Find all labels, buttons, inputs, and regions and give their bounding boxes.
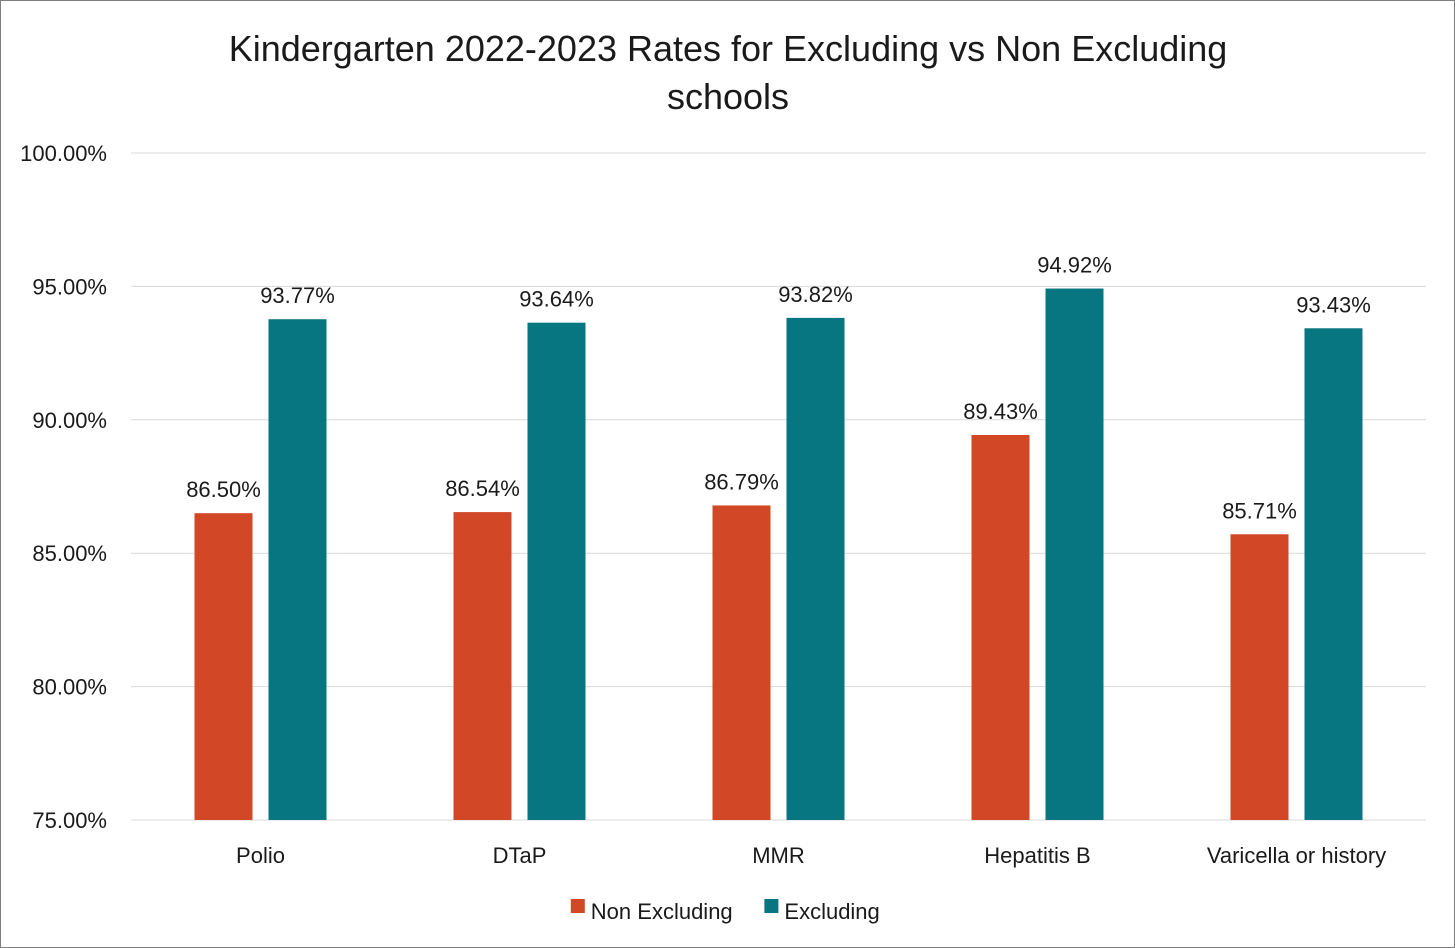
x-category-label: DTaP [493,843,547,868]
bar-non-excluding [712,505,771,820]
data-label-excluding: 93.43% [1296,292,1371,317]
x-axis-category-labels: Polio DTaP MMR Hepatitis B Varicella or hist… [236,843,1386,868]
data-label-non-excluding: 86.54% [445,476,520,501]
y-tick-label: 95.00% [32,274,107,299]
bar-excluding [786,317,845,820]
chart-title-line-2: schools [667,76,789,117]
bar-non-excluding [453,512,512,820]
data-label-excluding: 93.82% [778,282,853,307]
bars [194,288,1363,820]
chart-title: Kindergarten 2022-2023 Rates for Excludi… [229,28,1228,117]
y-tick-label: 90.00% [32,408,107,433]
data-label-excluding: 94.92% [1037,253,1112,278]
x-category-label: Hepatitis B [984,843,1090,868]
data-labels: 86.50% 93.77% 86.54% 93.64% 86.79% 93.82% 89.4… [186,253,1371,524]
bar-excluding [527,322,586,820]
legend-label-non-excluding: Non Excluding [591,899,733,924]
gridlines [131,152,1426,821]
x-category-label: Polio [236,843,285,868]
data-label-non-excluding: 85.71% [1222,498,1297,523]
bar-non-excluding [1230,534,1289,820]
x-category-label: MMR [752,843,805,868]
chart-title-line-1: Kindergarten 2022-2023 Rates for Excludi… [229,28,1228,69]
data-label-non-excluding: 86.50% [186,477,261,502]
y-tick-label: 80.00% [32,675,107,700]
y-tick-label: 100.00% [20,141,107,166]
y-tick-label: 75.00% [32,808,107,833]
bar-excluding [268,319,327,820]
bar-excluding [1045,288,1104,820]
x-category-label: Varicella or history [1207,843,1386,868]
y-tick-label: 85.00% [32,541,107,566]
legend-label-excluding: Excluding [784,899,879,924]
legend-swatch-non-excluding [570,899,585,913]
data-label-excluding: 93.64% [519,287,594,312]
data-label-non-excluding: 86.79% [704,469,779,494]
bar-non-excluding [194,513,253,820]
data-label-excluding: 93.77% [260,283,335,308]
data-label-non-excluding: 89.43% [963,399,1038,424]
bar-excluding [1304,328,1363,820]
legend-swatch-excluding [764,899,779,913]
y-axis-tick-labels: 75.00% 80.00% 85.00% 90.00% 95.00% 100.00% [20,141,107,833]
legend: Non Excluding Excluding [570,899,880,924]
bar-non-excluding [971,435,1030,820]
